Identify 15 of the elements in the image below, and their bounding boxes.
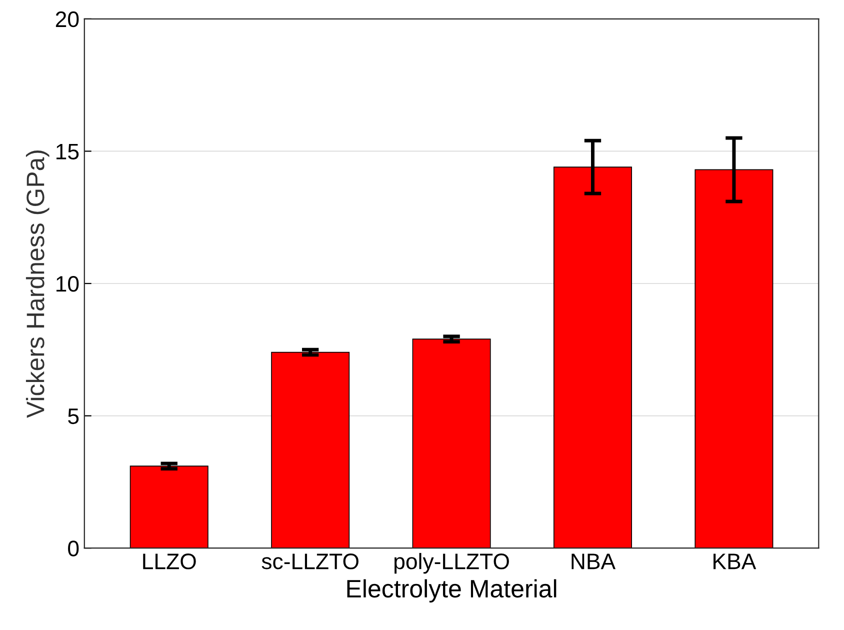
y-tick-label: 5 xyxy=(68,408,79,424)
y-axis-title: Vickers Hardness (GPa) xyxy=(26,150,50,418)
x-tick-label: NBA xyxy=(572,554,616,570)
x-tick-label: sc-LLZTO xyxy=(262,554,358,570)
bar xyxy=(130,466,208,548)
y-tick-label: 15 xyxy=(56,144,79,160)
bar xyxy=(271,352,350,548)
x-tick-label: KBA xyxy=(714,554,756,570)
bar xyxy=(412,338,491,548)
x-tick-label: LLZO xyxy=(143,554,196,570)
y-tick-label: 0 xyxy=(68,540,79,556)
x-axis-title: Electrolyte Material xyxy=(347,579,556,603)
x-tick-label: poly-LLZTO xyxy=(394,552,509,574)
y-tick-label: 20 xyxy=(56,11,79,28)
y-tick-label: 10 xyxy=(56,276,79,292)
